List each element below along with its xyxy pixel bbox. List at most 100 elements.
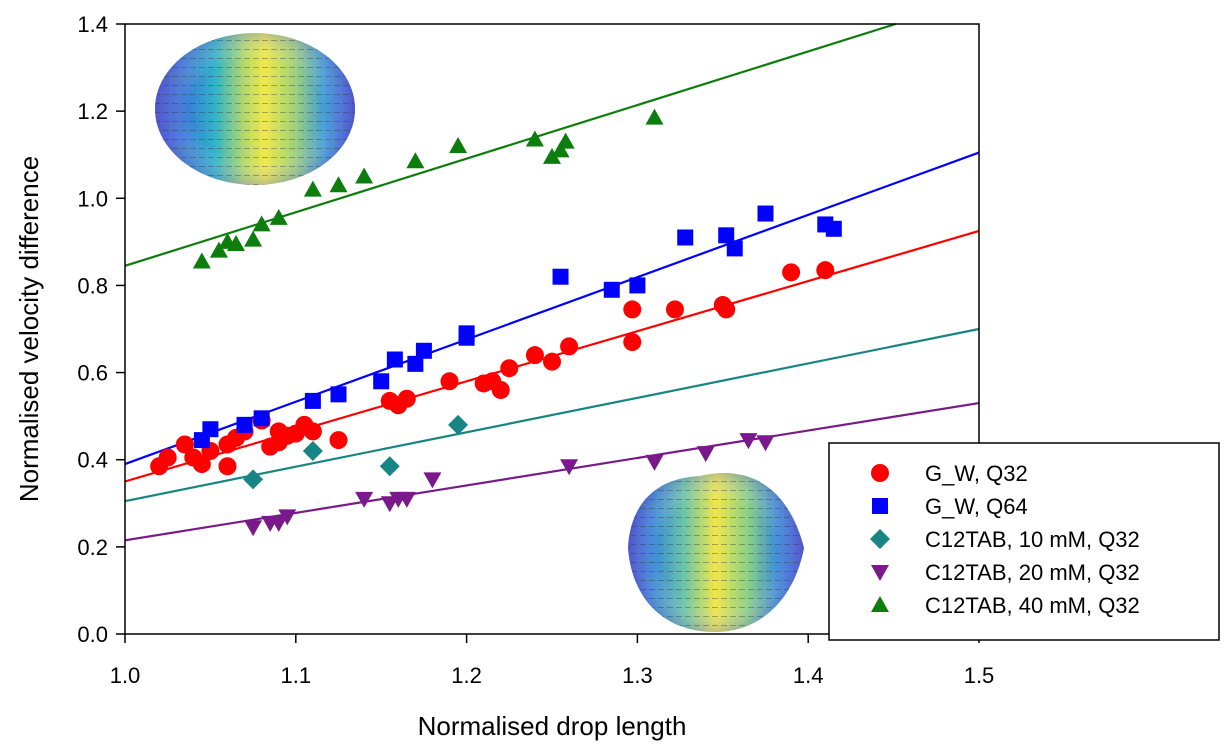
data-point [782, 263, 801, 282]
data-point [696, 446, 715, 463]
data-point [373, 373, 390, 390]
data-point [645, 108, 664, 125]
data-point [303, 180, 322, 197]
data-point [192, 252, 211, 269]
data-point [175, 435, 194, 454]
legend-marker [872, 498, 888, 514]
y-tick-label: 1.0 [77, 186, 108, 211]
data-point [816, 261, 835, 280]
y-tick-label: 0.2 [77, 535, 108, 560]
x-tick-label: 1.3 [622, 663, 653, 688]
data-point [236, 416, 253, 433]
legend-label: C12TAB, 10 mM, Q32 [925, 527, 1140, 552]
data-point [192, 455, 211, 474]
data-point [227, 235, 246, 252]
data-point [269, 515, 288, 532]
x-tick-label: 1.4 [793, 663, 824, 688]
legend-box [828, 442, 1220, 641]
fit-line [124, 22, 897, 267]
data-point [386, 351, 403, 368]
legend-label: G_W, Q32 [925, 461, 1028, 486]
data-point [449, 137, 468, 153]
data-point [560, 337, 579, 356]
data-point [756, 435, 775, 452]
data-point [677, 229, 694, 246]
data-point [458, 325, 475, 342]
data-point [355, 491, 374, 508]
data-point [757, 205, 774, 222]
plot-frame [124, 23, 980, 635]
data-point [278, 509, 297, 526]
legend-marker [871, 464, 889, 482]
data-point [739, 433, 758, 450]
data-point [629, 277, 646, 294]
y-tick-label: 0.4 [77, 448, 108, 473]
legend-marker [871, 565, 889, 581]
data-point [440, 372, 459, 391]
data-point [415, 342, 432, 359]
data-point [556, 132, 575, 149]
data-point [551, 141, 570, 158]
y-axis-title: Normalised velocity difference [14, 156, 44, 502]
data-point [269, 208, 288, 225]
data-point [543, 147, 561, 164]
data-point [302, 441, 323, 461]
data-point [253, 410, 270, 427]
y-tick-label: 0.6 [77, 361, 108, 386]
data-point [330, 386, 347, 403]
data-point [423, 472, 442, 489]
data-point [717, 300, 736, 319]
data-point [355, 167, 374, 184]
legend-label: G_W, Q64 [925, 494, 1028, 519]
data-point [202, 421, 219, 438]
data-point [329, 176, 348, 193]
data-point [525, 346, 544, 365]
data-point [491, 381, 510, 399]
data-point [243, 469, 264, 490]
data-point [623, 300, 642, 319]
y-tick-label: 1.2 [77, 99, 108, 124]
data-point [379, 456, 400, 477]
data-point [329, 431, 348, 450]
data-point [158, 448, 177, 467]
x-tick-label: 1.2 [451, 663, 482, 688]
drop-shape-image-top [155, 33, 355, 185]
data-point [500, 359, 519, 378]
axis-ticks: 1.0 1.1 1.2 1.3 1.4 1.5 0.0 0.2 0.4 0.6 0.8 1.0 1.2 1… [77, 12, 994, 688]
data-point [252, 215, 271, 232]
x-tick-label: 1.0 [110, 663, 141, 688]
y-tick-label: 1.4 [77, 12, 108, 37]
data-points [150, 108, 842, 537]
data-point [209, 241, 228, 258]
data-point [552, 268, 569, 285]
data-point [397, 389, 416, 408]
data-point [218, 457, 237, 476]
x-tick-label: 1.5 [964, 663, 995, 688]
data-point [304, 392, 321, 409]
data-point [645, 454, 664, 471]
data-point [406, 152, 425, 169]
data-point [543, 352, 561, 371]
data-point [560, 459, 579, 476]
legend-label: C12TAB, 40 mM, Q32 [925, 593, 1140, 618]
data-point [525, 130, 544, 147]
x-axis-title: Normalised drop length [418, 711, 687, 741]
data-point [603, 281, 620, 298]
data-point [448, 414, 469, 435]
data-point [726, 240, 743, 257]
data-point [407, 355, 424, 372]
data-point [397, 491, 416, 508]
data-point [623, 333, 642, 352]
y-tick-label: 0.8 [77, 273, 108, 298]
data-point [718, 227, 735, 244]
y-tick-label: 0.0 [77, 622, 108, 647]
legend: G_W, Q32 G_W, Q64 C12TAB, 10 mM, Q32 C12TAB… [828, 442, 1220, 641]
x-tick-label: 1.1 [281, 663, 312, 688]
data-point [303, 422, 322, 441]
data-point [244, 520, 263, 537]
data-point [244, 230, 263, 247]
data-point [665, 300, 684, 319]
legend-marker [871, 596, 889, 612]
legend-label: C12TAB, 20 mM, Q32 [925, 560, 1140, 585]
